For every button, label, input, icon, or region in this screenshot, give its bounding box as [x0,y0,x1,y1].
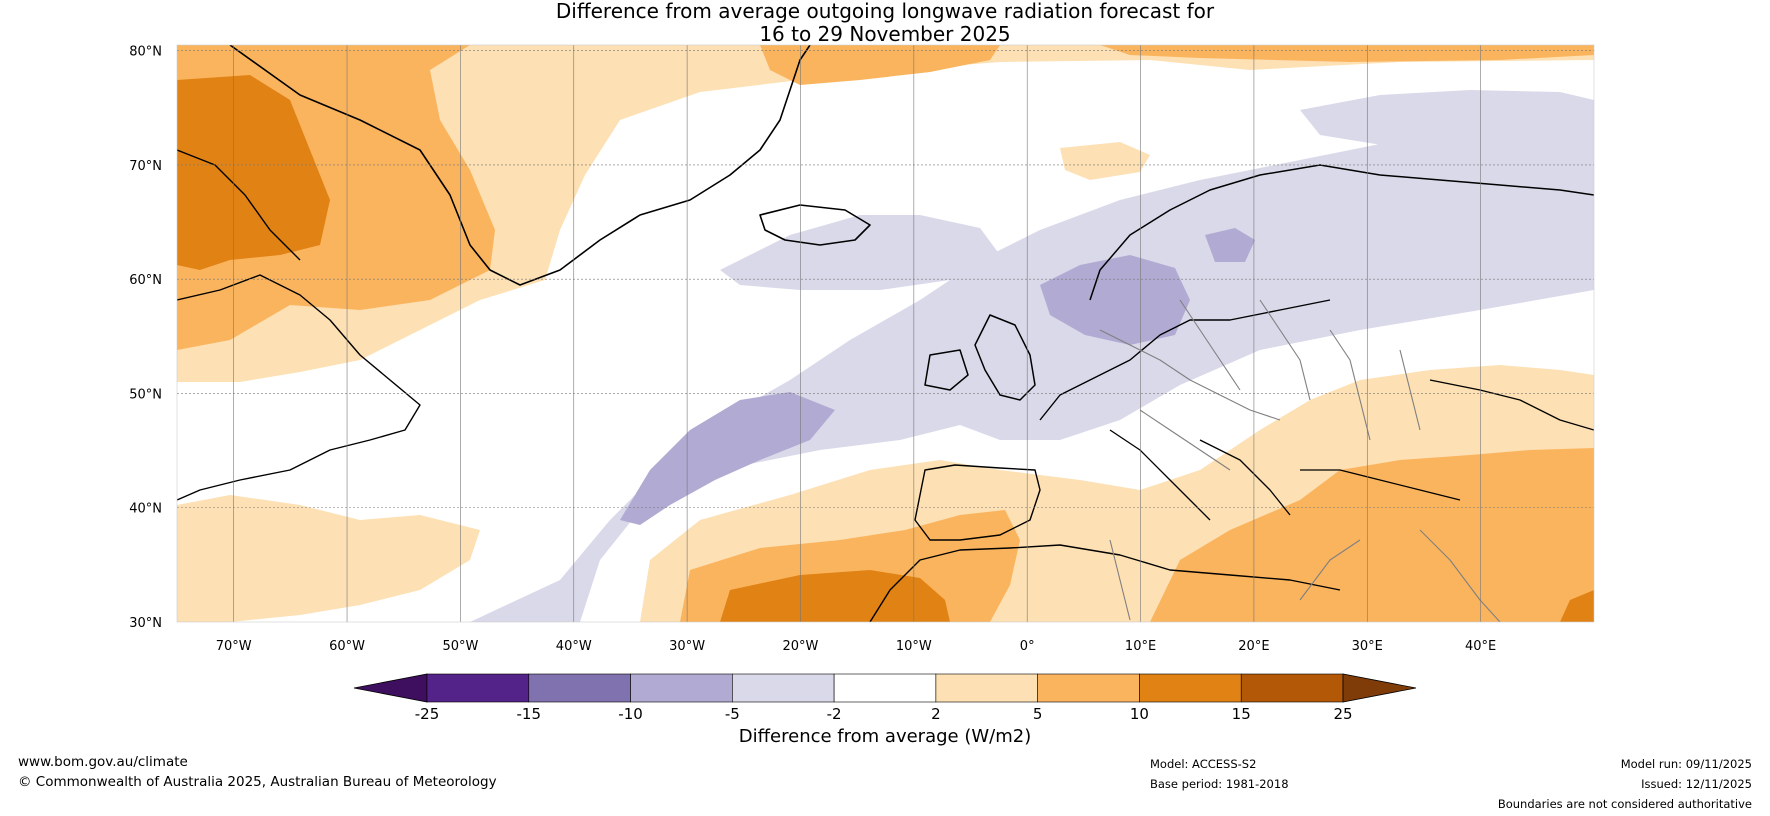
colorbar-tick-label: -25 [415,705,440,723]
coastlines [177,45,1594,622]
latitude-label: 30°N [129,616,162,631]
anomaly-region-sahara [720,570,950,622]
colorbar-segment [732,673,835,703]
longitude-label: 50°W [442,639,478,654]
longitude-label: 60°W [329,639,365,654]
colorbar-extend-high [1342,673,1417,703]
chart-title: Difference from average outgoing longwav… [0,0,1770,46]
anomaly-region-north-sea [1040,255,1190,345]
longitude-label: 30°W [669,639,705,654]
longitude-labels: 70°W 60°W 50°W 40°W 30°W 20°W 10°W 0° 10°E 20°E 30… [216,639,1497,654]
meridian-lines [233,45,1481,622]
anomaly-region-norwegian-sea [720,215,1000,290]
title-line-2: 16 to 29 November 2025 [759,22,1011,46]
model-name: Model: ACCESS-S2 [1150,757,1257,771]
country-borders [1099,299,1501,622]
coastline-black-sea-east [1429,379,1594,431]
anomaly-region-scandinavia-north [1100,45,1594,62]
coastline-iberia [914,464,1041,541]
title-line-1: Difference from average outgoing longwav… [555,0,1215,23]
longitude-label: 20°W [783,639,819,654]
colorbar-segment [528,673,631,703]
base-period: Base period: 1981-2018 [1150,777,1289,791]
anomaly-field [177,45,1594,622]
colorbar-segment [935,673,1038,703]
anomaly-region-azores [620,392,835,525]
coastline-north-africa [869,544,1341,622]
anomaly-region-north-atlantic [177,45,1594,382]
longitude-label: 70°W [216,639,252,654]
longitude-label: 10°E [1125,639,1156,654]
colorbar-tick-label: 25 [1333,705,1352,723]
longitude-label: 20°E [1238,639,1269,654]
issued-date: Issued: 12/11/2025 [1641,777,1752,791]
colorbar-segment [833,673,937,703]
colorbar-tick-label: 5 [1033,705,1043,723]
map-frame [176,44,1595,623]
anomaly-region-greenland-east [760,45,1000,85]
model-run-date: Model run: 09/11/2025 [1620,757,1752,771]
colorbar-tick-label: 2 [931,705,941,723]
longitude-label: 0° [1020,639,1035,654]
colorbar-extend-low [353,673,428,703]
colorbar-tick-label: -2 [827,705,842,723]
colorbar: -25 -15 -10 -5 -2 2 5 10 15 25 [353,673,1417,723]
anomaly-region-arctic-east [1300,90,1594,150]
boundaries-disclaimer: Boundaries are not considered authoritat… [1497,797,1752,811]
longitude-label: 40°E [1465,639,1496,654]
anomaly-region-arabia [1560,590,1594,622]
parallel-lines [177,50,1594,509]
longitude-label: 40°W [556,639,592,654]
colorbar-title: Difference from average (W/m2) [738,726,1032,747]
anomaly-region-gulf-bothnia [1205,228,1255,262]
website-link[interactable]: www.bom.gov.au/climate [18,754,188,770]
coastline-europe-west [1039,299,1331,421]
coastline-greenland [229,45,811,286]
latitude-label: 70°N [129,159,162,174]
copyright-notice: © Commonwealth of Australia 2025, Austra… [18,774,497,790]
colorbar-segment [426,673,530,703]
coastline-scandinavia [1089,164,1594,301]
latitude-label: 50°N [129,387,162,402]
latitude-label: 60°N [129,273,162,288]
anomaly-region-svalbard [1060,142,1150,180]
colorbar-tick-label: 15 [1232,705,1251,723]
colorbar-tick-label: -15 [517,705,542,723]
anomaly-region-middle-east [1150,448,1594,622]
anomaly-region-baffin [177,75,330,270]
colorbar-tick-label: 10 [1130,705,1149,723]
colorbar-segment [630,673,733,703]
coastline-uk-ireland [924,314,1036,401]
latitude-labels: 80°N 70°N 60°N 50°N 40°N 30°N [129,45,162,631]
colorbar-tick-label: -10 [618,705,643,723]
colorbar-segment [1240,673,1344,703]
latitude-label: 40°N [129,502,162,517]
coastline-greenland-west [177,149,301,261]
colorbar-tick-label: -5 [725,705,740,723]
latitude-label: 80°N [129,45,162,60]
colorbar-segment [1139,673,1242,703]
longitude-label: 30°E [1352,639,1383,654]
longitude-label: 10°W [896,639,932,654]
anomaly-region-west-atlantic [177,495,480,622]
coastline-iceland [759,204,871,246]
gridlines [177,45,1594,622]
colorbar-segment [1037,673,1140,703]
coastline-italy-balkans [1109,429,1461,521]
coastline-labrador [177,274,421,501]
